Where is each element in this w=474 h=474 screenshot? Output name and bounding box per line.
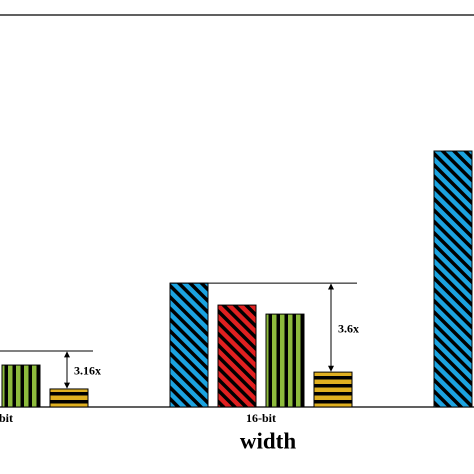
bar	[265, 313, 305, 408]
ratio-annotation: 3.6x	[338, 321, 359, 335]
x-axis-label: width	[240, 428, 296, 453]
bar	[49, 388, 89, 408]
bar	[313, 371, 353, 408]
bar	[433, 150, 473, 408]
bar	[169, 282, 209, 408]
bar	[217, 304, 257, 408]
x-tick-label: 16-bit	[246, 411, 276, 425]
ratio-annotation: 3.16x	[74, 364, 101, 378]
bar	[1, 364, 41, 408]
x-tick-label: bit	[0, 411, 13, 425]
